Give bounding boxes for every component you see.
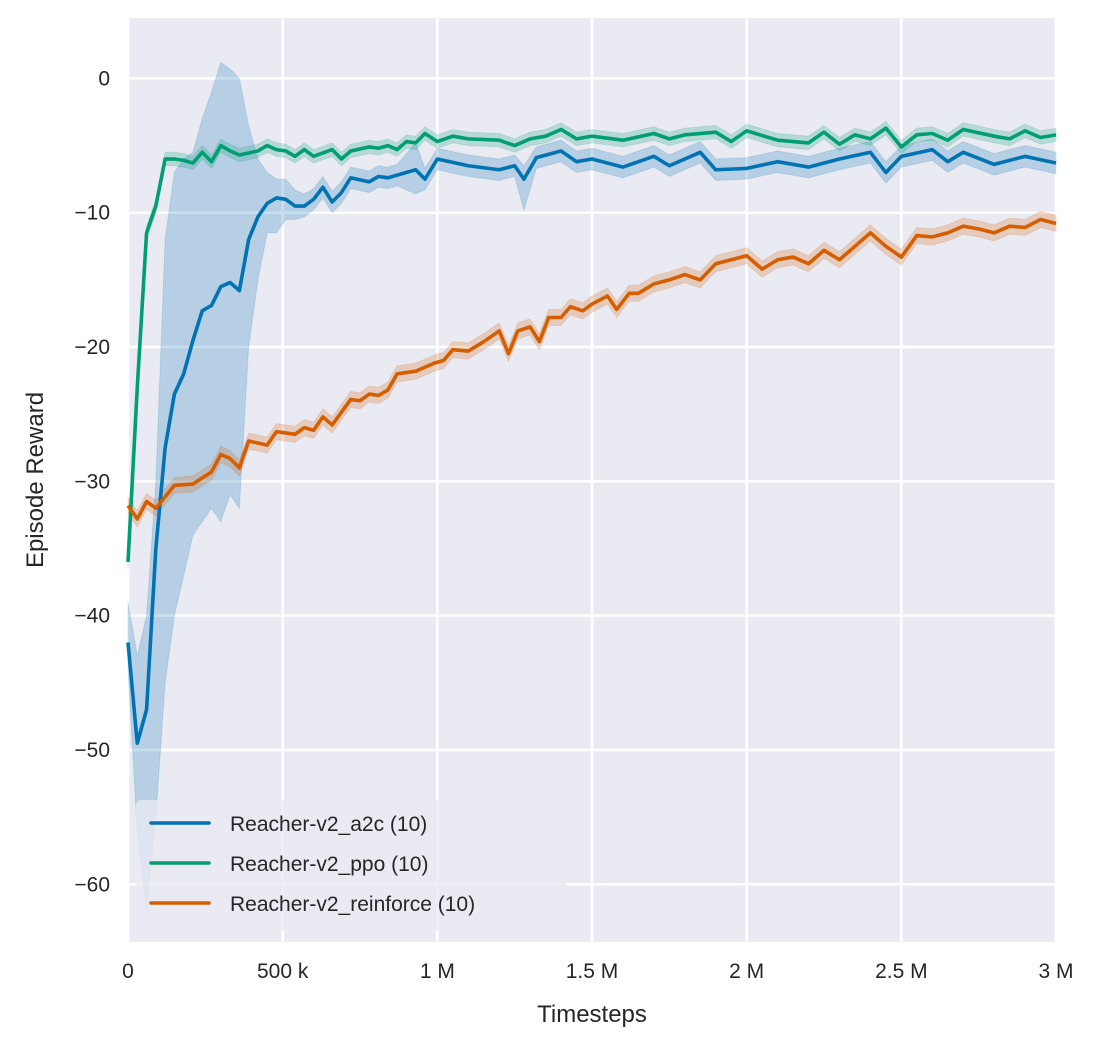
x-tick-label: 0 <box>122 960 134 983</box>
tick-labels: 0 500 k 1 M 1.5 M 2 M 2.5 M 3 M 0 −10 −20 −30 −40 −5… <box>74 67 1073 983</box>
y-tick-label: −40 <box>74 605 110 628</box>
x-tick-label: 2 M <box>729 960 764 983</box>
x-tick-label: 500 k <box>257 960 309 983</box>
grid <box>126 18 1058 942</box>
series-line-1 <box>126 126 1057 563</box>
legend-frame <box>136 800 566 930</box>
y-axis-label: Episode Reward <box>22 392 49 568</box>
legend-label: Reacher-v2_reinforce (10) <box>230 893 475 916</box>
x-tick-label: 2.5 M <box>875 960 928 983</box>
y-tick-label: −60 <box>74 873 110 896</box>
x-tick-label: 3 M <box>1038 960 1073 983</box>
series-lines <box>126 126 1057 746</box>
y-tick-label: −10 <box>74 202 110 225</box>
x-tick-label: 1 M <box>420 960 455 983</box>
legend: Reacher-v2_a2c (10) Reacher-v2_ppo (10) Re… <box>136 800 566 930</box>
legend-label: Reacher-v2_a2c (10) <box>230 813 427 836</box>
x-tick-label: 1.5 M <box>566 960 619 983</box>
y-tick-label: −50 <box>74 739 110 762</box>
y-tick-label: −20 <box>74 336 110 359</box>
legend-label: Reacher-v2_ppo (10) <box>230 853 428 876</box>
series-line-0 <box>126 147 1057 746</box>
series-line-2 <box>126 217 1057 521</box>
confidence-band-1 <box>127 120 1057 569</box>
confidence-band-2 <box>127 210 1057 528</box>
y-tick-label: −30 <box>74 470 110 493</box>
y-tick-label: 0 <box>98 67 110 90</box>
x-axis-label: Timesteps <box>537 1001 647 1028</box>
